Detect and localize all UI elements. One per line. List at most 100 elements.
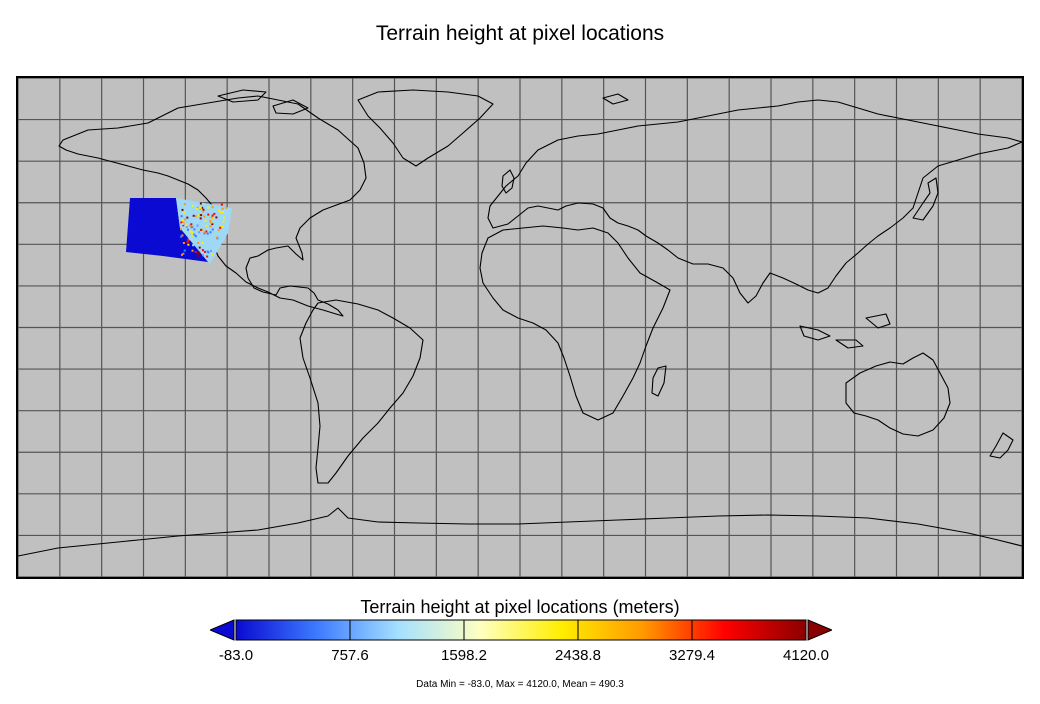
- terrain-pixel: [207, 206, 210, 209]
- terrain-pixel: [199, 217, 202, 220]
- terrain-pixel: [211, 253, 214, 256]
- terrain-pixel: [199, 202, 202, 205]
- terrain-pixel: [219, 226, 222, 229]
- terrain-pixel: [180, 221, 183, 224]
- terrain-pixel: [209, 225, 212, 228]
- terrain-pixel: [180, 215, 183, 218]
- terrain-pixel: [202, 208, 205, 211]
- coast-australia: [845, 352, 951, 437]
- terrain-pixel: [196, 224, 199, 227]
- terrain-pixel: [225, 206, 228, 209]
- colorbar-under-arrow: [210, 619, 235, 641]
- terrain-pixel: [198, 253, 201, 256]
- terrain-pixel: [222, 211, 224, 213]
- terrain-pixel: [198, 206, 201, 209]
- terrain-pixel: [211, 214, 214, 217]
- data-statistics: Data Min = -83.0, Max = 4120.0, Mean = 4…: [416, 679, 624, 690]
- terrain-pixel: [221, 207, 224, 210]
- terrain-pixel: [183, 203, 186, 206]
- terrain-pixel: [180, 228, 182, 231]
- coast-uk: [501, 169, 515, 194]
- terrain-pixel: [192, 244, 195, 247]
- terrain-pixel: [201, 241, 204, 244]
- terrain-pixel: [215, 236, 218, 239]
- terrain-pixel: [191, 231, 194, 234]
- colorbar-ticks: [349, 620, 693, 640]
- terrain-pixel: [210, 216, 213, 219]
- terrain-pixel: [182, 221, 185, 224]
- terrain-pixel: [217, 229, 220, 232]
- terrain-pixel: [193, 228, 196, 231]
- colorbar-canvas: [210, 619, 832, 641]
- terrain-pixel: [212, 217, 215, 220]
- terrain-pixel: [192, 214, 195, 217]
- colorbar-tick-label: 1598.2: [441, 647, 487, 664]
- terrain-pixel: [187, 228, 189, 231]
- terrain-pixel: [222, 220, 225, 223]
- terrain-pixel: [215, 216, 218, 219]
- terrain-pixel: [203, 250, 206, 253]
- terrain-pixel: [196, 206, 199, 209]
- terrain-pixel: [201, 206, 204, 209]
- terrain-pixel: [210, 249, 213, 252]
- terrain-pixel: [207, 213, 210, 216]
- terrain-pixel: [184, 224, 187, 227]
- map-title: Terrain height at pixel locations: [375, 22, 665, 45]
- coast-eurasia: [487, 99, 1022, 304]
- coastlines: [18, 89, 1022, 557]
- terrain-pixel: [207, 251, 210, 254]
- terrain-pixel: [189, 224, 192, 227]
- terrain-pixel: [209, 220, 212, 222]
- terrain-pixel: [186, 241, 189, 244]
- coast-japan: [912, 177, 939, 221]
- terrain-pixel: [203, 230, 206, 233]
- terrain-pixel: [198, 246, 201, 249]
- terrain-pixel: [194, 235, 197, 238]
- coast-new-zealand: [989, 432, 1014, 459]
- colorbar-title: Terrain height at pixel locations (meter…: [360, 597, 680, 617]
- terrain-pixel: [217, 209, 220, 212]
- terrain-pixel: [182, 224, 185, 227]
- terrain-pixel: [223, 216, 225, 219]
- terrain-pixel: [198, 251, 201, 254]
- terrain-pixel: [211, 249, 214, 251]
- terrain-pixel: [181, 219, 184, 222]
- terrain-pixel: [196, 219, 199, 222]
- terrain-pixel: [181, 234, 184, 237]
- terrain-pixel: [199, 207, 202, 210]
- terrain-pixel: [190, 223, 193, 226]
- colorbar-tick-label: 757.6: [331, 647, 369, 664]
- terrain-pixel: [202, 210, 205, 213]
- terrain-pixel: [190, 226, 193, 229]
- terrain-pixel: [197, 242, 200, 244]
- terrain-pixel: [191, 238, 194, 241]
- terrain-height-pixels: [180, 202, 228, 258]
- world-map: [16, 76, 1024, 579]
- terrain-pixel: [197, 214, 200, 217]
- colorbar-gradient: [235, 619, 807, 641]
- terrain-swath-overlay: [126, 198, 232, 264]
- colorbar-over-arrow: [807, 619, 832, 641]
- terrain-pixel: [182, 252, 185, 255]
- terrain-pixel: [183, 209, 186, 212]
- terrain-pixel: [183, 249, 186, 252]
- coast-south-america: [299, 299, 424, 484]
- terrain-pixel: [189, 230, 192, 233]
- coast-antarctica: [18, 507, 1022, 557]
- terrain-pixel: [209, 231, 212, 234]
- terrain-pixel: [186, 216, 189, 219]
- terrain-pixel: [181, 223, 184, 225]
- coast-north-america: [58, 95, 367, 317]
- terrain-pixel: [213, 212, 216, 215]
- colorbar: [210, 618, 832, 644]
- terrain-pixel: [194, 215, 197, 218]
- terrain-pixel: [184, 218, 187, 221]
- terrain-pixel: [205, 230, 208, 233]
- colorbar-tick-label: 4120.0: [783, 647, 829, 664]
- terrain-pixel: [211, 223, 214, 226]
- terrain-pixel: [205, 224, 208, 227]
- terrain-pixel: [195, 208, 198, 211]
- coast-indonesia: [799, 313, 891, 349]
- coast-africa: [479, 225, 671, 421]
- terrain-pixel: [191, 204, 194, 207]
